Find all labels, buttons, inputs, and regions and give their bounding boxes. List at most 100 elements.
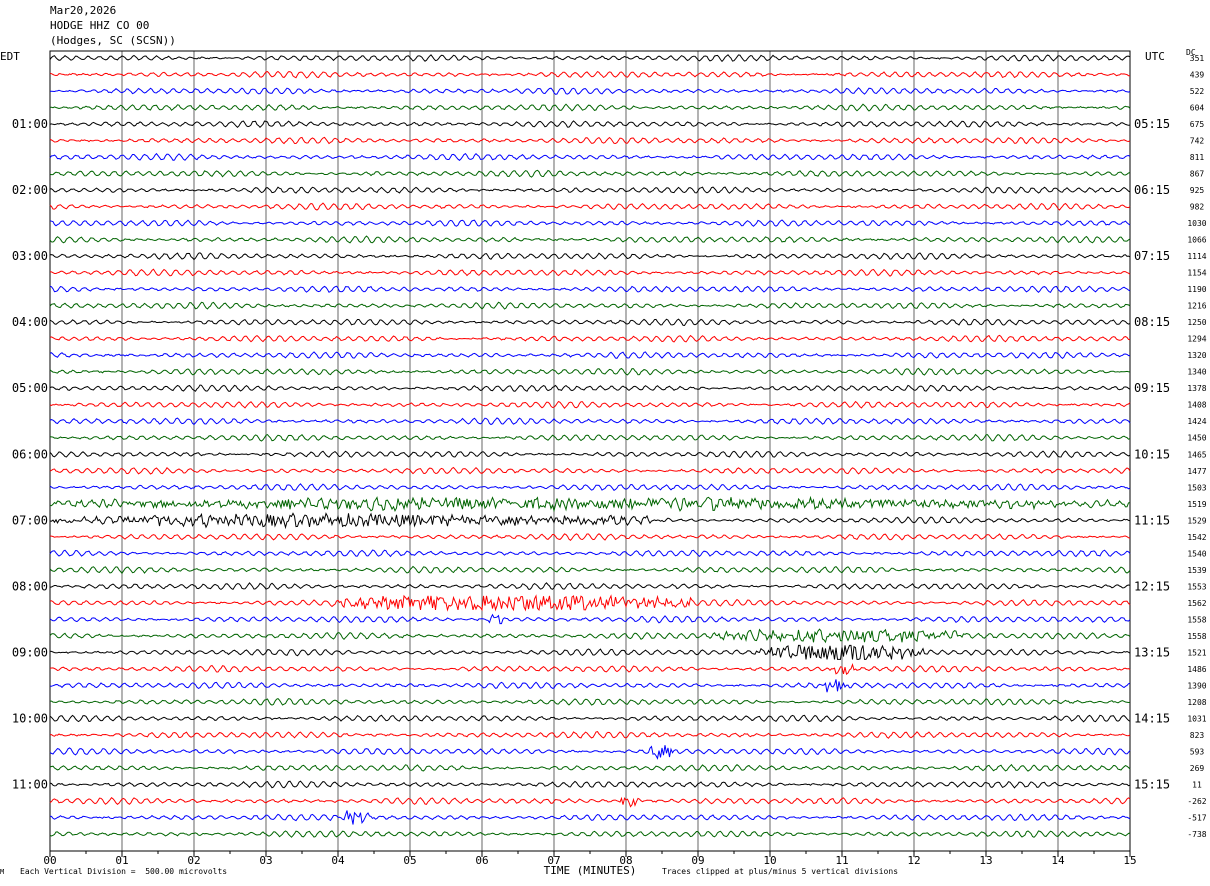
left-time-label-0700: 07:00 bbox=[12, 513, 48, 527]
dc-offset-label-10: 982 bbox=[1190, 203, 1205, 212]
seismic-trace-19 bbox=[49, 351, 1131, 360]
dc-offset-label-22: 1408 bbox=[1187, 401, 1206, 410]
plot-frame bbox=[49, 50, 1131, 852]
dc-offset-label-3: 522 bbox=[1190, 87, 1205, 96]
dc-offset-label-13: 1114 bbox=[1187, 252, 1206, 261]
dc-offset-label-30: 1542 bbox=[1187, 533, 1206, 542]
x-tick-label-05: 05 bbox=[403, 854, 416, 867]
dc-offset-label-39: 1390 bbox=[1187, 681, 1206, 690]
dc-offset-label-36: 1558 bbox=[1187, 632, 1206, 641]
left-time-label-0200: 02:00 bbox=[12, 183, 48, 197]
seismic-trace-42 bbox=[49, 731, 1131, 739]
x-tick-label-10: 10 bbox=[763, 854, 776, 867]
seismic-trace-21 bbox=[49, 384, 1131, 392]
seismic-trace-8 bbox=[49, 169, 1131, 178]
left-time-label-0600: 06:00 bbox=[12, 447, 48, 461]
clip-note: Traces clipped at plus/minus 5 vertical … bbox=[662, 867, 899, 876]
right-timezone-label: UTC bbox=[1145, 50, 1165, 63]
dc-offset-label-32: 1539 bbox=[1187, 566, 1206, 575]
seismic-trace-23 bbox=[49, 417, 1131, 426]
seismic-trace-34 bbox=[49, 594, 1131, 612]
seismic-trace-17 bbox=[49, 318, 1131, 327]
dc-offset-label-42: 823 bbox=[1190, 731, 1205, 740]
dc-offset-label-47: -517 bbox=[1187, 813, 1206, 822]
dc-offset-label-8: 867 bbox=[1190, 170, 1205, 179]
corner-mark: M bbox=[0, 868, 5, 876]
right-time-label-0615: 06:15 bbox=[1134, 183, 1170, 197]
x-tick-label-06: 06 bbox=[475, 854, 488, 867]
dc-offset-label-28: 1519 bbox=[1187, 500, 1206, 509]
dc-offset-label-25: 1465 bbox=[1187, 450, 1206, 459]
seismic-trace-1 bbox=[49, 54, 1131, 63]
dc-offset-label-17: 1250 bbox=[1187, 318, 1206, 327]
scale-note: Each Vertical Division = 500.00 microvol… bbox=[20, 867, 228, 876]
x-axis-label: TIME (MINUTES) bbox=[544, 864, 637, 877]
seismic-trace-35 bbox=[49, 613, 1131, 625]
x-tick-label-02: 02 bbox=[187, 854, 200, 867]
seismic-trace-22 bbox=[49, 400, 1131, 409]
seismic-trace-13 bbox=[49, 252, 1131, 261]
dc-offset-label-21: 1378 bbox=[1187, 384, 1206, 393]
x-tick-label-13: 13 bbox=[979, 854, 992, 867]
header-location: (Hodges, SC (SCSN)) bbox=[50, 34, 176, 47]
x-tick-label-09: 09 bbox=[691, 854, 704, 867]
seismic-trace-28 bbox=[50, 495, 1131, 513]
seismic-trace-14 bbox=[50, 268, 1131, 277]
dc-offset-label-48: -738 bbox=[1187, 830, 1206, 839]
seismic-trace-25 bbox=[49, 450, 1131, 459]
right-time-label-1315: 13:15 bbox=[1134, 645, 1170, 659]
seismic-trace-10 bbox=[49, 202, 1131, 211]
seismic-trace-45 bbox=[49, 780, 1131, 789]
dc-offset-label-12: 1066 bbox=[1187, 236, 1206, 245]
seismic-trace-48 bbox=[49, 830, 1131, 838]
left-time-label-0900: 09:00 bbox=[12, 645, 48, 659]
seismic-trace-11 bbox=[49, 219, 1131, 227]
dc-offset-label-23: 1424 bbox=[1187, 417, 1206, 426]
x-tick-label-03: 03 bbox=[259, 854, 272, 867]
seismic-trace-30 bbox=[49, 533, 1131, 541]
seismic-trace-3 bbox=[49, 87, 1131, 95]
dc-offset-label-20: 1340 bbox=[1187, 368, 1206, 377]
x-tick-label-14: 14 bbox=[1051, 854, 1065, 867]
seismic-trace-44 bbox=[49, 763, 1131, 772]
x-tick-label-01: 01 bbox=[115, 854, 128, 867]
seismic-trace-2 bbox=[49, 70, 1131, 79]
x-tick-label-12: 12 bbox=[907, 854, 920, 867]
dc-offset-label-33: 1553 bbox=[1187, 582, 1206, 591]
seismic-trace-47 bbox=[49, 810, 1131, 825]
left-time-label-0500: 05:00 bbox=[12, 381, 48, 395]
dc-offset-label-16: 1216 bbox=[1187, 302, 1206, 311]
left-time-label-0400: 04:00 bbox=[12, 315, 48, 329]
dc-offset-label-40: 1208 bbox=[1187, 698, 1206, 707]
seismic-trace-29 bbox=[49, 512, 1131, 530]
dc-offset-label-11: 1030 bbox=[1187, 219, 1206, 228]
right-time-label-0715: 07:15 bbox=[1134, 249, 1170, 263]
dc-offset-label-29: 1529 bbox=[1187, 516, 1206, 525]
seismic-trace-32 bbox=[49, 565, 1131, 575]
seismic-trace-20 bbox=[49, 367, 1131, 376]
right-time-label-0815: 08:15 bbox=[1134, 315, 1170, 329]
seismic-trace-9 bbox=[49, 186, 1131, 194]
dc-offset-label-7: 811 bbox=[1190, 153, 1205, 162]
dc-offset-label-4: 604 bbox=[1190, 104, 1205, 113]
seismic-trace-36 bbox=[49, 628, 1131, 644]
dc-offset-label-37: 1521 bbox=[1187, 648, 1206, 657]
seismic-trace-26 bbox=[49, 466, 1131, 475]
seismic-trace-37 bbox=[49, 644, 1131, 660]
dc-offset-label-5: 675 bbox=[1190, 120, 1205, 129]
left-time-label-1100: 11:00 bbox=[12, 777, 48, 791]
right-time-label-1415: 14:15 bbox=[1134, 711, 1170, 725]
seismic-trace-24 bbox=[49, 433, 1131, 442]
x-tick-label-15: 15 bbox=[1123, 854, 1136, 867]
x-tick-label-08: 08 bbox=[619, 854, 632, 867]
seismic-trace-5 bbox=[49, 120, 1131, 129]
dc-offset-label-9: 925 bbox=[1190, 186, 1205, 195]
dc-offset-label-14: 1154 bbox=[1187, 269, 1206, 278]
dc-offset-label-46: -262 bbox=[1187, 797, 1206, 806]
seismic-trace-38 bbox=[49, 662, 1131, 675]
seismic-trace-27 bbox=[49, 483, 1131, 491]
seismic-trace-6 bbox=[49, 136, 1131, 145]
right-time-label-0515: 05:15 bbox=[1134, 117, 1170, 131]
right-time-label-1115: 11:15 bbox=[1134, 513, 1170, 527]
